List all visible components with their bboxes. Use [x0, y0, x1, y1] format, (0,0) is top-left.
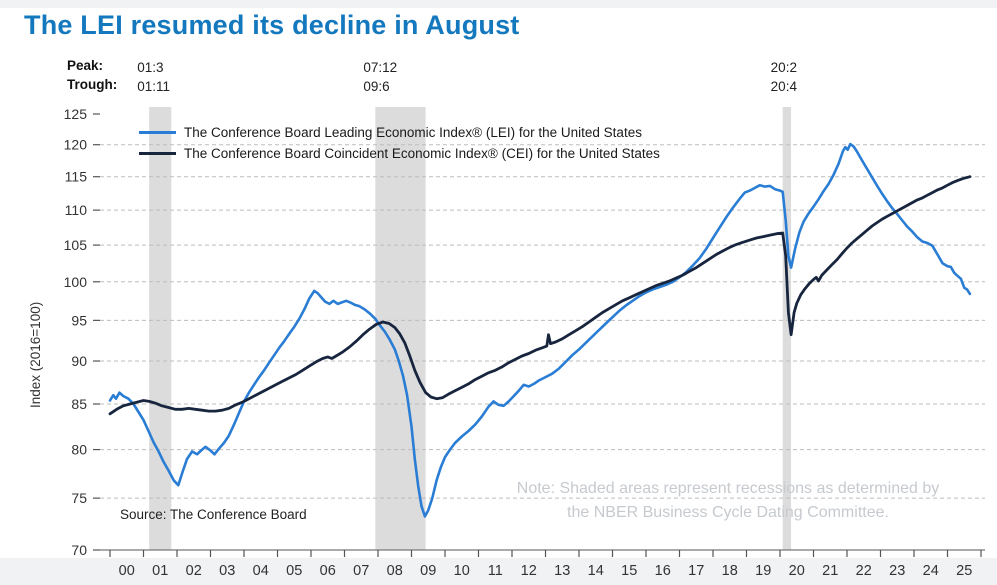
x-tick-label: 10: [454, 563, 470, 579]
x-tick-label: 15: [621, 563, 637, 579]
peak-date: 07:12: [363, 60, 398, 75]
recession-peak-trough-dates: 01:3 01:11: [137, 58, 170, 96]
cei-line-swatch: [139, 152, 176, 155]
legend-item-cei: The Conference Board Coincident Economic…: [139, 143, 660, 164]
trough-row-label: Trough:: [67, 77, 118, 92]
y-tick-label: 85: [71, 396, 87, 412]
y-tick-label: 120: [64, 137, 88, 153]
x-tick-label: 04: [253, 563, 269, 579]
y-tick-label: 95: [71, 312, 87, 328]
y-tick-label: 75: [71, 490, 87, 506]
x-tick-label: 12: [521, 563, 537, 579]
y-tick-label: 110: [65, 202, 88, 218]
chart-legend: The Conference Board Leading Economic In…: [139, 122, 660, 164]
x-tick-label: 22: [856, 563, 872, 579]
x-tick-label: 24: [923, 563, 939, 579]
trough-date: 20:4: [770, 79, 797, 94]
source-note: Source: The Conference Board: [120, 507, 307, 522]
recession-band: [149, 107, 172, 550]
lei-line-swatch: [139, 131, 176, 134]
x-tick-label: 23: [889, 563, 905, 579]
y-tick-label: 70: [71, 542, 87, 558]
legend-item-lei: The Conference Board Leading Economic In…: [139, 122, 660, 143]
x-tick-label: 21: [822, 563, 838, 579]
x-tick-label: 02: [186, 563, 202, 579]
x-tick-label: 00: [119, 563, 135, 579]
x-tick-label: 17: [688, 563, 704, 579]
peak-date: 01:3: [137, 60, 164, 75]
x-tick-label: 06: [320, 563, 336, 579]
recession-note-line1: Note: Shaded areas represent recessions …: [516, 480, 940, 497]
lei-line: [108, 142, 972, 518]
trough-date: 09:6: [363, 79, 390, 94]
cei-legend-label: The Conference Board Coincident Economic…: [184, 146, 660, 161]
x-tick-label: 20: [789, 563, 805, 579]
x-tick-label: 19: [755, 563, 771, 579]
recession-note-line2: the NBER Business Cycle Dating Committee…: [567, 504, 889, 521]
x-tick-label: 03: [219, 563, 235, 579]
y-tick-label: 80: [71, 442, 87, 458]
recession-peak-trough-dates: 07:12 09:6: [363, 58, 397, 96]
x-tick-label: 01: [152, 563, 168, 579]
x-tick-label: 14: [588, 563, 604, 579]
recession-note: Note: Shaded areas represent recessions …: [470, 477, 986, 525]
y-tick-label: 90: [71, 353, 87, 369]
trough-date: 01:11: [137, 79, 170, 94]
x-tick-label: 25: [956, 563, 972, 579]
peak-date: 20:2: [770, 60, 797, 75]
y-tick-label: 115: [65, 169, 88, 185]
recession-band: [782, 107, 792, 550]
x-tick-label: 07: [353, 563, 369, 579]
x-tick-label: 09: [420, 563, 436, 579]
y-axis-title: Index (2016=100): [28, 301, 43, 408]
y-tick-label: 105: [64, 237, 88, 253]
peak-row-label: Peak:: [67, 58, 104, 73]
x-tick-label: 05: [286, 563, 302, 579]
x-tick-label: 16: [655, 563, 671, 579]
x-tick-label: 18: [722, 563, 738, 579]
y-tick-label: 100: [64, 274, 88, 290]
x-tick-label: 08: [387, 563, 403, 579]
y-tick-label: 125: [64, 106, 88, 122]
lei-legend-label: The Conference Board Leading Economic In…: [184, 125, 642, 140]
x-tick-label: 11: [488, 563, 503, 579]
cei-line: [108, 175, 972, 416]
recession-peak-trough-dates: 20:2 20:4: [771, 58, 797, 96]
x-tick-label: 13: [554, 563, 570, 579]
page-title: The LEI resumed its decline in August: [24, 10, 520, 40]
